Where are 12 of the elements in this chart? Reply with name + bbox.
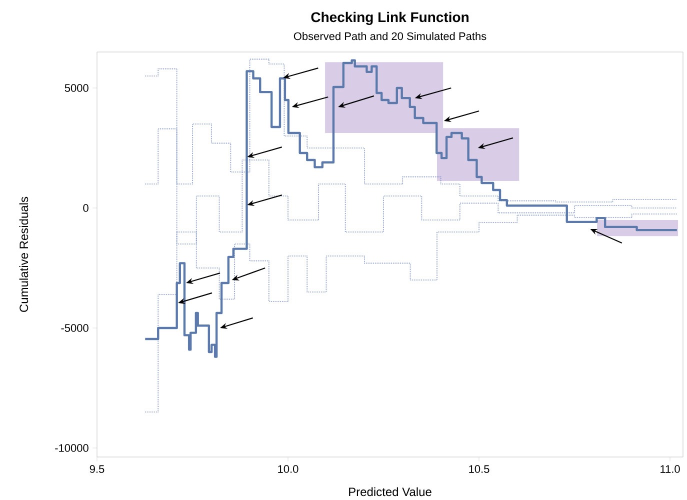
y-tick-label: 0 — [83, 204, 88, 212]
x-tick-label: 10.5 — [469, 465, 490, 473]
y-tick-label: 5000 — [64, 84, 88, 92]
chart-subtitle: Observed Path and 20 Simulated Paths — [294, 32, 486, 40]
x-tick-label: 9.5 — [90, 465, 104, 473]
y-tick-label: -10000 — [55, 444, 88, 452]
x-tick-label: 10.0 — [278, 465, 298, 473]
y-axis-title: Cumulative Residuals — [19, 196, 28, 312]
x-axis-title: Predicted Value — [349, 487, 432, 496]
chart-title: Checking Link Function — [311, 12, 468, 25]
x-tick-label: 11.0 — [660, 465, 680, 473]
y-tick-label: -5000 — [61, 324, 88, 332]
